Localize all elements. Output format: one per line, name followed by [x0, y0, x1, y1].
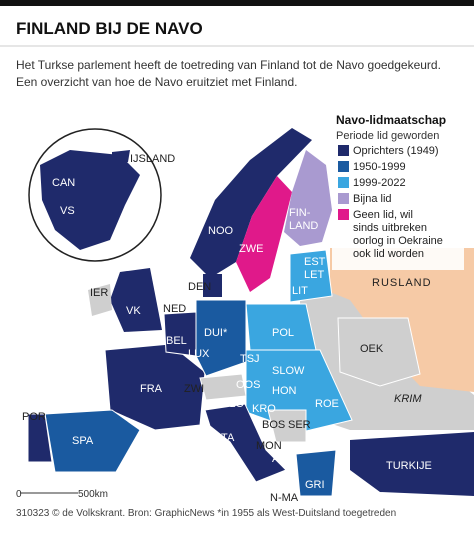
globe — [28, 128, 162, 262]
country-label: IJSLAND — [130, 153, 175, 165]
country-label: POR — [22, 411, 46, 423]
serbia — [267, 409, 307, 443]
country-label: VK — [126, 305, 141, 317]
country-label: ITA — [218, 432, 235, 444]
country-label: DEN — [188, 281, 211, 293]
country-label: ROE — [315, 398, 339, 410]
country-label: LIT — [292, 285, 308, 297]
legend-subtitle: Periode lid geworden — [336, 130, 439, 142]
ireland — [88, 284, 112, 316]
country-label: FIN- — [289, 207, 311, 219]
legend-swatch — [338, 161, 349, 172]
country-label: ZWI — [184, 383, 204, 395]
iceland — [112, 150, 130, 162]
sweden — [236, 176, 292, 292]
legend-label: 1999-2022 — [353, 177, 406, 189]
intro: Een overzicht van hoe de Navo eruitziet … — [16, 75, 297, 89]
country-label: NED — [163, 303, 186, 315]
turkey — [350, 432, 474, 496]
top-bar — [0, 0, 474, 6]
scale-label: 500km — [78, 489, 108, 500]
legend-label: Oprichters (1949) — [353, 145, 439, 157]
country-label: MON — [256, 440, 282, 452]
country-label: SLO — [222, 398, 244, 410]
legend-swatch — [338, 177, 349, 188]
title: FINLAND BIJ DE NAVO — [16, 19, 203, 38]
country-label: FRA — [140, 383, 163, 395]
country-label: DUI* — [204, 327, 228, 339]
portugal — [27, 413, 53, 463]
greece — [295, 449, 337, 497]
legend-label: sinds uitbreken — [353, 222, 427, 234]
country-label: TURKIJE — [386, 460, 432, 472]
country-label: ALB — [272, 453, 293, 465]
country-label: CAN — [52, 177, 75, 189]
finland — [284, 150, 332, 246]
country-label: VS — [60, 205, 75, 217]
map — [27, 128, 474, 497]
germany — [195, 299, 247, 377]
country-label: TSJ — [240, 353, 260, 365]
country-label: BOS — [262, 419, 285, 431]
country-label: OOS — [236, 379, 260, 391]
baltics — [289, 249, 333, 303]
country-label: LET — [304, 269, 324, 281]
country-label: LUX — [188, 348, 210, 360]
legend-label: ook lid worden — [353, 248, 424, 260]
country-label: BUL — [322, 428, 343, 440]
country-label: NOO — [208, 225, 234, 237]
country-label: ZWE — [239, 243, 263, 255]
country-label: N-MA — [270, 492, 299, 504]
legend: Navo-lidmaatschap Periode lid geworden O… — [332, 110, 464, 270]
country-label: RUSLAND — [372, 277, 432, 289]
country-label: HON — [272, 385, 297, 397]
north-america — [40, 150, 140, 250]
ukraine — [337, 317, 421, 387]
map-labels: IJSLAND CAN VS NOO FIN- LAND ZWE EST LET… — [22, 153, 432, 504]
country-label: LAND — [289, 220, 318, 232]
intro: Het Turkse parlement heeft de toetreding… — [16, 58, 441, 72]
legend-label: 1950-1999 — [353, 161, 406, 173]
legend-swatch — [338, 145, 349, 156]
country-label: POL — [272, 327, 294, 339]
legend-label: Bijna lid — [353, 193, 392, 205]
norway — [190, 128, 312, 278]
switzerland-austria — [199, 373, 247, 401]
legend-title: Navo-lidmaatschap — [336, 113, 446, 127]
legend-label: oorlog in Oekraine — [353, 235, 443, 247]
country-label: SLOW — [272, 365, 305, 377]
legend-swatch — [338, 193, 349, 204]
country-label: SER — [288, 419, 311, 431]
country-label: GRI — [305, 479, 325, 491]
country-label: OEK — [360, 343, 384, 355]
denmark — [203, 274, 222, 297]
legend-swatch — [338, 209, 349, 220]
scale-bar: 0 500km — [16, 489, 108, 500]
country-label: BEL — [166, 335, 187, 347]
legend-label: Geen lid, wil — [353, 209, 413, 221]
uk — [110, 268, 162, 332]
italy — [204, 403, 287, 483]
scale-label: 0 — [16, 489, 22, 500]
spain — [44, 409, 141, 473]
country-label: KRIM — [394, 393, 422, 405]
footer: 310323 © de Volkskrant. Bron: GraphicNew… — [16, 508, 396, 519]
country-label: EST — [304, 256, 326, 268]
country-label: SPA — [72, 435, 94, 447]
legend-box — [332, 110, 464, 270]
country-label: IER — [90, 287, 108, 299]
country-label: KRO — [252, 403, 276, 415]
